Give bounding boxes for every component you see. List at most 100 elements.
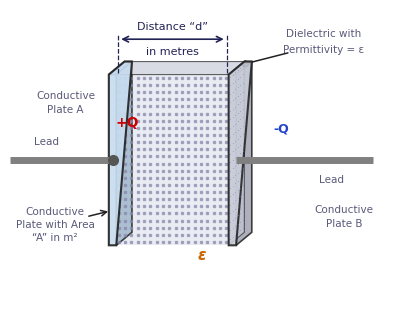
Point	[178, 147, 185, 152]
Point	[154, 182, 160, 188]
Point	[166, 175, 173, 180]
Point	[134, 75, 141, 80]
Point	[141, 139, 147, 145]
Point	[210, 111, 217, 116]
Point	[122, 75, 129, 80]
Point	[223, 90, 230, 95]
Point	[160, 118, 166, 123]
Point	[160, 97, 166, 102]
Point	[210, 75, 217, 80]
Point	[210, 204, 217, 209]
Point	[147, 232, 154, 237]
Point	[115, 82, 122, 88]
Point	[185, 90, 192, 95]
Point	[115, 182, 122, 188]
Point	[178, 161, 185, 166]
Point	[166, 118, 173, 123]
Point	[128, 139, 135, 145]
Point	[198, 204, 204, 209]
Point	[122, 190, 129, 195]
Polygon shape	[229, 62, 252, 74]
Point	[191, 190, 198, 195]
Point	[178, 118, 185, 123]
Point	[198, 97, 204, 102]
Point	[122, 182, 129, 188]
Point	[198, 196, 204, 202]
Point	[217, 196, 223, 202]
Point	[122, 125, 129, 131]
Point	[178, 90, 185, 95]
Point	[160, 225, 166, 230]
Point	[141, 239, 147, 245]
Point	[198, 147, 204, 152]
Point	[178, 111, 185, 116]
Point	[210, 125, 217, 131]
Point	[204, 225, 210, 230]
Point	[204, 204, 210, 209]
Point	[147, 132, 154, 137]
Point	[160, 168, 166, 173]
Point	[223, 97, 230, 102]
Point	[122, 161, 129, 166]
Polygon shape	[116, 74, 229, 245]
Point	[172, 154, 179, 159]
Point	[185, 211, 192, 216]
Point	[122, 132, 129, 137]
Polygon shape	[116, 62, 132, 245]
Point	[128, 218, 135, 223]
Point	[204, 239, 210, 245]
Point	[223, 232, 230, 237]
Point	[166, 239, 173, 245]
Point	[172, 147, 179, 152]
Point	[198, 161, 204, 166]
Point	[134, 225, 141, 230]
Point	[191, 104, 198, 109]
Point	[128, 182, 135, 188]
Point	[122, 239, 129, 245]
Point	[134, 147, 141, 152]
Point	[198, 90, 204, 95]
Point	[134, 239, 141, 245]
Point	[134, 139, 141, 145]
Point	[204, 90, 210, 95]
Point	[172, 90, 179, 95]
Point	[223, 125, 230, 131]
Point	[210, 196, 217, 202]
Point	[204, 139, 210, 145]
Point	[141, 168, 147, 173]
Point	[217, 75, 223, 80]
Point	[178, 82, 185, 88]
Point	[191, 147, 198, 152]
Point	[166, 111, 173, 116]
Point	[128, 147, 135, 152]
Point	[172, 232, 179, 237]
Point	[217, 168, 223, 173]
Point	[210, 182, 217, 188]
Point	[191, 232, 198, 237]
Point	[154, 90, 160, 95]
Point	[147, 97, 154, 102]
Point	[147, 125, 154, 131]
Point	[134, 182, 141, 188]
Point	[115, 118, 122, 123]
Point	[141, 225, 147, 230]
Point	[154, 118, 160, 123]
Point	[141, 118, 147, 123]
Point	[122, 232, 129, 237]
Point	[191, 218, 198, 223]
Text: Conductive
Plate B: Conductive Plate B	[315, 205, 374, 229]
Point	[198, 125, 204, 131]
Point	[154, 111, 160, 116]
Point	[147, 161, 154, 166]
Point	[178, 104, 185, 109]
Text: Conductive
Plate A: Conductive Plate A	[36, 91, 95, 115]
Point	[191, 204, 198, 209]
Point	[134, 125, 141, 131]
Point	[128, 190, 135, 195]
Point	[134, 97, 141, 102]
Point	[154, 161, 160, 166]
Text: ε: ε	[198, 248, 206, 263]
Point	[217, 190, 223, 195]
Point	[204, 182, 210, 188]
Point	[154, 168, 160, 173]
